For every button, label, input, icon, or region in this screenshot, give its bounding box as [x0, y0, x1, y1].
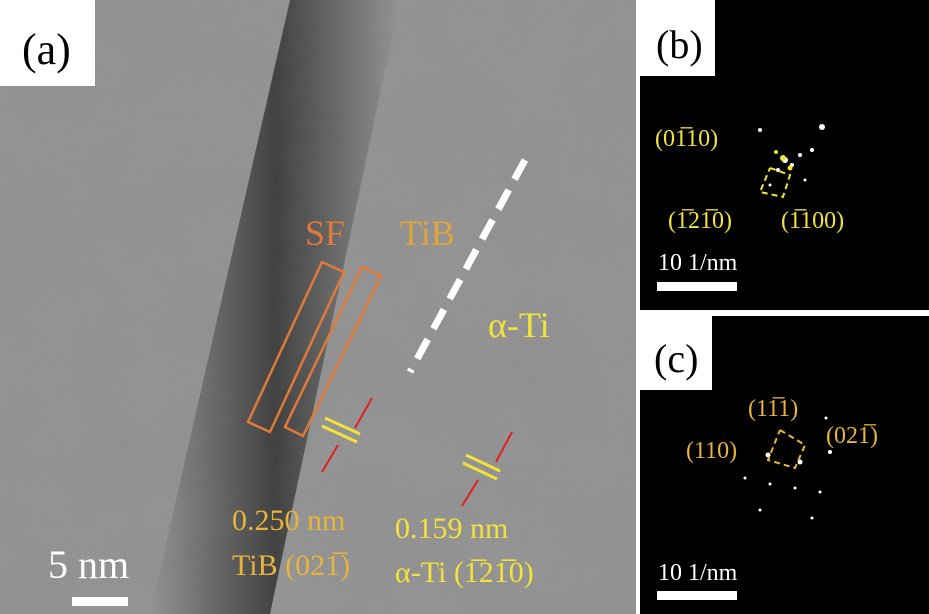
spot-label: (01̅10) — [655, 126, 718, 152]
scale-label: 10 1/nm — [658, 250, 738, 276]
scale-label: 10 1/nm — [658, 560, 738, 586]
plane-label: TiB (021̅) — [232, 549, 350, 582]
sf-label: SF — [305, 213, 345, 253]
spacing-label: 0.250 nm — [232, 504, 345, 537]
panel-c: (c) (11̅1) (110) (021̅) 10 1/nm — [640, 316, 929, 614]
panel-b: (b) (01̅10) (1̅21̅0) (1̅100) 10 1/nm — [640, 0, 929, 310]
panel-a: (a) SF TiB α-Ti 0.250 nm TiB (021̅) 0.15… — [0, 0, 636, 614]
panel-label: (a) — [22, 25, 71, 74]
panel-label: (c) — [654, 336, 698, 381]
spot-label: (1̅100) — [781, 208, 844, 234]
figure: (a) SF TiB α-Ti 0.250 nm TiB (021̅) 0.15… — [0, 0, 929, 614]
scale-bar — [657, 282, 737, 291]
spot-label: (1̅21̅0) — [668, 208, 732, 234]
scale-label: 5 nm — [48, 542, 129, 587]
spacing-label: 0.159 nm — [395, 512, 508, 545]
spot-label: (110) — [686, 438, 737, 464]
alpha-ti-label: α-Ti — [488, 305, 550, 345]
tib-label: TiB — [400, 213, 455, 253]
scale-bar — [657, 591, 737, 600]
scale-bar — [72, 597, 128, 606]
panel-label: (b) — [656, 22, 703, 67]
plane-label: α-Ti (1̅21̅0) — [395, 556, 534, 589]
spot-label: (021̅) — [826, 423, 878, 449]
spot-label: (11̅1) — [748, 396, 798, 422]
